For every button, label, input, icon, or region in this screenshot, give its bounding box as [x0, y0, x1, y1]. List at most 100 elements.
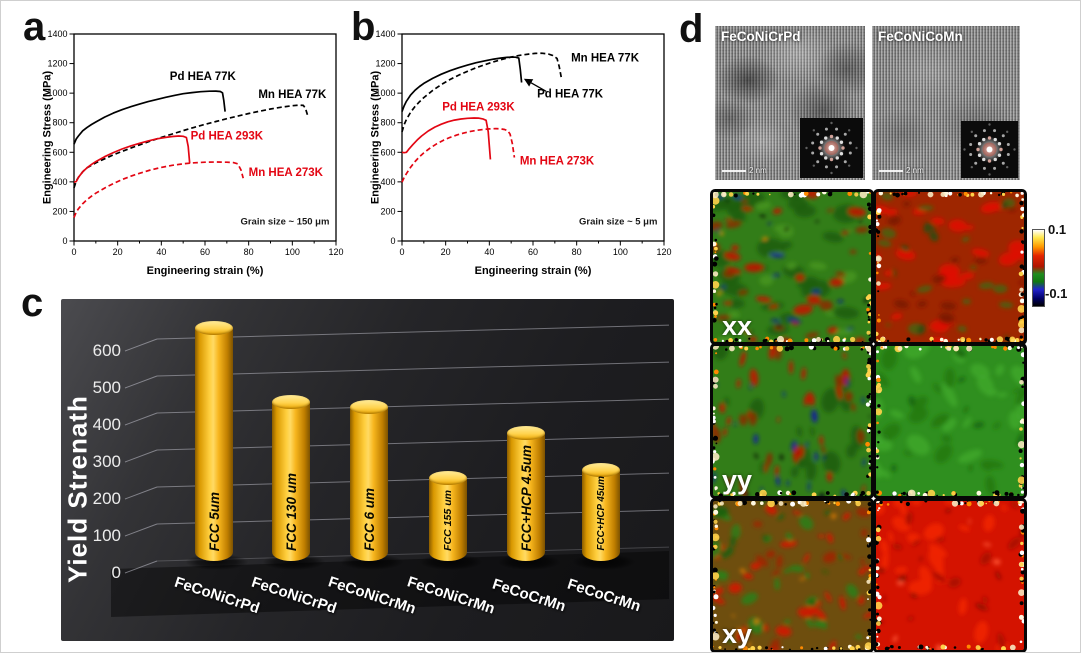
panel-c-label: c: [21, 281, 44, 325]
strain-map-xy-feconicrpd: xy: [710, 498, 874, 652]
x-tick-label: 80: [244, 247, 254, 257]
strain-map-yy-feconicrpd: yy: [710, 343, 874, 499]
c-y-tick-label: 400: [92, 415, 121, 434]
panel-a-label: a: [23, 5, 46, 49]
y-tick-label: 1400: [47, 29, 67, 39]
yield-bar-feconicrmn-2: FCC 6 um: [350, 400, 388, 561]
curve-annotation: Pd HEA 293K: [191, 130, 264, 142]
x-tick-label: 20: [441, 247, 451, 257]
strain-map-blobs: [713, 192, 871, 342]
curve-pd-hea-293k: [401, 117, 492, 160]
stress-strain-chart-coarse-grain: 0 20 40 60 80 100 1200200400600800100012001400…: [42, 29, 344, 277]
bar-phase-label: FCC 155 um: [442, 490, 454, 551]
bar-phase-label: FCC+HCP 4.5um: [518, 444, 534, 551]
y-tick-label: 800: [52, 118, 67, 128]
x-tick-label: 40: [156, 247, 166, 257]
x-tick-label: 80: [572, 247, 582, 257]
c-y-tick-label: 600: [92, 341, 121, 360]
c-y-tick-label: 300: [92, 452, 121, 471]
y-tick-label: 800: [380, 118, 395, 128]
bar-phase-label: FCC+HCP 45um: [595, 476, 607, 551]
strain-map-xx-feconicrpd: xx: [710, 189, 874, 345]
curve-annotation: Grain size ~ 5 μm: [579, 217, 657, 228]
yield-bar-fecocrmn-4: FCC+HCP 4.5um: [507, 426, 545, 561]
y-tick-label: 1200: [375, 59, 395, 69]
tem-image-feconicomn: FeCoNiCoMn 2 nm: [872, 26, 1020, 180]
y-axis-title: Engineering Stress (MPa): [370, 71, 382, 205]
y-tick-label: 0: [62, 236, 67, 246]
bar-phase-label: FCC 5um: [206, 491, 222, 551]
strain-map-yy-feconicomn: [873, 343, 1027, 499]
y-axis-title: Engineering Stress (MPa): [42, 71, 54, 205]
diffraction-pattern-inset: [800, 118, 863, 178]
curve-annotation: Grain size ~ 150 μm: [240, 217, 329, 228]
y-tick-label: 1000: [375, 88, 395, 98]
x-tick-label: 0: [71, 247, 76, 257]
curve-annotation: Mn HEA 77K: [571, 53, 640, 65]
strain-map-xy-feconicomn: [873, 498, 1027, 652]
y-tick-label: 400: [52, 177, 67, 187]
strain-map-blobs: [713, 346, 871, 496]
x-tick-label: 100: [613, 247, 628, 257]
bar-phase-label: FCC 130 um: [283, 472, 299, 551]
x-axis-title: Engineering strain (%): [147, 265, 264, 277]
bar-phase-label: FCC 6 um: [361, 487, 377, 551]
curve-pd-hea-77k: [73, 90, 226, 145]
y-tick-label: 1200: [47, 59, 67, 69]
strain-component-label: xy: [722, 619, 753, 649]
strain-map-xx-feconicomn: [873, 189, 1027, 345]
curve-annotation: Pd HEA 77K: [537, 88, 604, 100]
strain-colorbar: 0.1 -0.1: [1032, 222, 1080, 312]
y-tick-label: 400: [380, 177, 395, 187]
y-tick-label: 1400: [375, 29, 395, 39]
c-y-tick-label: 100: [92, 526, 121, 545]
stress-strain-chart-fine-grain: 0 20 40 60 80 100 1200200400600800100012001400…: [370, 29, 672, 277]
y-tick-label: 600: [380, 147, 395, 157]
curve-annotation: Mn HEA 273K: [249, 167, 324, 179]
annotation-arrow: [523, 78, 547, 92]
y-tick-label: 600: [52, 147, 67, 157]
x-tick-label: 120: [328, 247, 343, 257]
panel-d-label: d: [679, 7, 704, 51]
x-axis-title: Engineering strain (%): [475, 265, 592, 277]
curve-annotation: Mn HEA 273K: [520, 156, 595, 168]
curve-annotation: Mn HEA 77K: [258, 89, 327, 101]
c-y-tick-label: 200: [92, 489, 121, 508]
tem-label: FeCoNiCrPd: [721, 29, 801, 44]
strain-map-blobs: [876, 192, 1024, 342]
curve-annotation: Pd HEA 77K: [170, 71, 237, 83]
tem-label: FeCoNiCoMn: [878, 29, 963, 44]
y-tick-label: 1000: [47, 88, 67, 98]
curve-mn-hea-273k: [401, 127, 516, 183]
plot-box: [401, 33, 665, 242]
curve-pd-hea-293k: [73, 135, 191, 184]
x-tick-label: 60: [528, 247, 538, 257]
y-tick-label: 200: [52, 206, 67, 216]
yield-strength-bar-chart: 0 100 200 300 400 500 600 Yield Strenath FCC 5um…: [61, 299, 674, 641]
colorbar-gradient: [1032, 229, 1045, 307]
x-tick-label: 20: [113, 247, 123, 257]
x-tick-label: 0: [399, 247, 404, 257]
yield-bar-feconicrpd-0: FCC 5um: [195, 320, 233, 561]
strain-component-label: xx: [722, 311, 753, 341]
diffraction-pattern-inset: [961, 121, 1018, 178]
curve-mn-hea-77k: [401, 52, 563, 133]
c-y-tick-label: 0: [111, 563, 121, 582]
colorbar-min-label: -0.1: [1045, 286, 1068, 301]
tem-image-feconicrpd: FeCoNiCrPd 2 nm: [715, 26, 865, 180]
panel-b-label: b: [351, 5, 376, 49]
y-tick-label: 200: [380, 206, 395, 216]
x-tick-label: 40: [484, 247, 494, 257]
colorbar-max-label: 0.1: [1048, 222, 1067, 237]
strain-component-label: yy: [722, 465, 753, 495]
c-y-tick-label: 500: [92, 378, 121, 397]
scale-bar: 2 nm: [879, 166, 924, 175]
x-tick-label: 100: [285, 247, 300, 257]
curve-annotation: Pd HEA 293K: [442, 101, 515, 113]
x-tick-label: 120: [656, 247, 671, 257]
strain-map-blobs: [713, 501, 871, 650]
c-y-axis-title: Yield Strenath: [62, 395, 93, 583]
yield-bar-feconicrpd-1: FCC 130 um: [272, 394, 310, 561]
y-tick-label: 0: [390, 236, 395, 246]
